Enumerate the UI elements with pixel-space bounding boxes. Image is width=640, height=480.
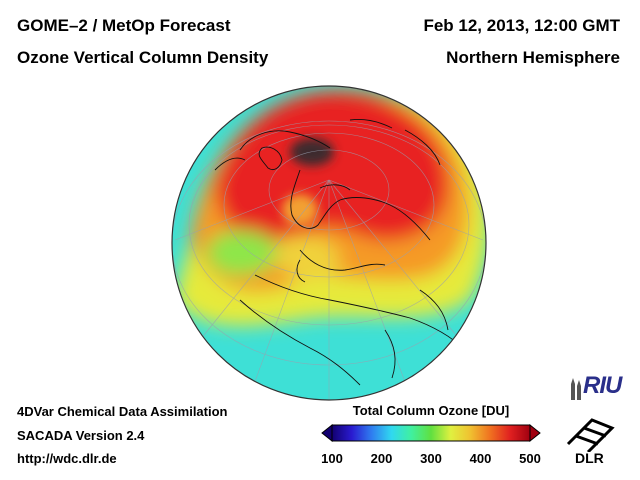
colorbar-gradient — [331, 424, 531, 442]
riu-cathedral-icon — [571, 378, 581, 400]
colorbar-tick-500: 500 — [519, 451, 541, 466]
colorbar-tick-300: 300 — [420, 451, 442, 466]
colorbar-max-arrow — [529, 423, 541, 443]
title-region: Northern Hemisphere — [446, 48, 620, 67]
graticule — [172, 120, 486, 400]
dlr-logo-icon — [566, 418, 615, 452]
green-tongue — [205, 230, 278, 276]
riu-logo: RIU — [568, 372, 628, 402]
coastlines — [214, 119, 466, 386]
title-quantity: Ozone Vertical Column Density — [17, 48, 269, 67]
colorbar — [321, 423, 541, 443]
title-product: GOME–2 / MetOp Forecast — [17, 16, 231, 35]
colorbar-tick-200: 200 — [370, 451, 393, 466]
colorbar-min-arrow — [321, 423, 333, 443]
title-date: Feb 12, 2013, 12:00 GMT — [423, 16, 620, 35]
colorbar-title: Total Column Ozone [DU] — [352, 403, 510, 418]
colorbar-tick-400: 400 — [469, 451, 492, 466]
version-label: SACADA Version 2.4 — [17, 428, 145, 443]
riu-logo-text: RIU — [583, 372, 622, 399]
colorbar-tick-100: 100 — [321, 451, 343, 466]
dlr-logo-text: DLR — [575, 450, 604, 466]
globe-outline — [171, 85, 487, 401]
polar-vortex-core — [282, 194, 318, 226]
source-url[interactable]: http://wdc.dlr.de — [17, 451, 117, 466]
method-label: 4DVar Chemical Data Assimilation — [17, 404, 228, 419]
arctic-peak — [290, 138, 334, 166]
